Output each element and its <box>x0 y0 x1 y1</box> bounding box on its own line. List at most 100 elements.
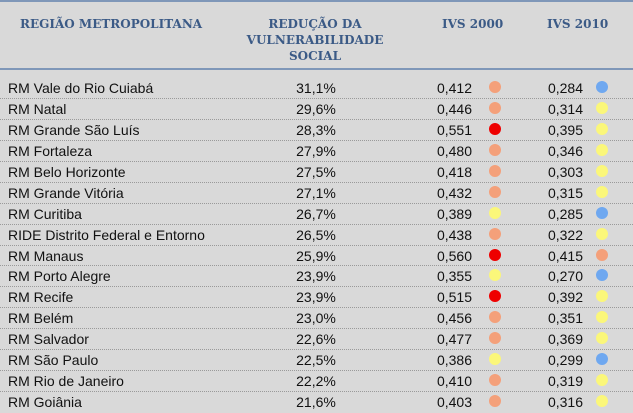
header-reduction-line: SOCIAL <box>288 49 342 63</box>
table-row: RM Fortaleza 27,9% 0,480 0,346 <box>0 141 633 162</box>
region-name: RM Belo Horizonte <box>8 163 126 180</box>
table-row: RM Belo Horizonte 27,5% 0,418 0,303 <box>0 162 633 183</box>
region-name: RM Fortaleza <box>8 142 93 159</box>
ivs2010-value: 0,369 <box>547 331 583 348</box>
region-name: RM Goiânia <box>8 394 82 411</box>
ivs2010-value: 0,270 <box>547 268 583 285</box>
table-row: RM Grande Vitória 27,1% 0,432 0,315 <box>0 183 633 204</box>
ivs2010-indicator-icon <box>596 374 608 387</box>
ivs2000-indicator-icon <box>489 101 501 114</box>
ivs2010-indicator-icon <box>596 143 608 156</box>
table-row: RIDE Distrito Federal e Entorno 26,5% 0,43… <box>0 225 633 246</box>
table-row: RM Natal 29,6% 0,446 0,314 <box>0 99 633 120</box>
region-name: RM Natal <box>8 100 67 117</box>
reduction-value: 23,9% <box>296 268 336 285</box>
ivs2010-value: 0,395 <box>547 121 583 138</box>
ivs2010-value: 0,319 <box>547 373 583 390</box>
ivs2010-indicator-icon <box>596 248 608 261</box>
ivs2010-indicator-icon <box>596 353 608 366</box>
region-name: RM Rio de Janeiro <box>8 373 124 390</box>
ivs2000-indicator-icon <box>489 206 501 219</box>
ivs2010-indicator-icon <box>596 185 608 198</box>
ivs2000-indicator-icon <box>489 353 501 366</box>
ivs2000-indicator-icon <box>489 374 501 387</box>
ivs2000-indicator-icon <box>489 311 501 324</box>
ivs2010-value: 0,303 <box>547 163 583 180</box>
table-row: RM Manaus 25,9% 0,560 0,415 <box>0 246 633 267</box>
ivs2010-value: 0,415 <box>547 247 583 264</box>
reduction-value: 27,9% <box>296 142 336 159</box>
ivs2000-value: 0,412 <box>436 80 472 96</box>
ivs2000-indicator-icon <box>489 248 501 261</box>
table-row: RM Grande São Luís 28,3% 0,551 0,395 <box>0 120 633 141</box>
table-body: RM Vale do Rio Cuiabá 31,1% 0,412 0,284 RM N… <box>0 78 633 413</box>
ivs2010-indicator-icon <box>596 269 608 282</box>
ivs2010-value: 0,351 <box>547 310 583 327</box>
reduction-value: 22,2% <box>296 373 336 390</box>
ivs2010-indicator-icon <box>596 311 608 324</box>
ivs2010-value: 0,299 <box>547 352 583 369</box>
region-name: RM Salvador <box>8 331 89 348</box>
header-ivs2010: IVS 2010 <box>547 17 609 31</box>
region-name: RIDE Distrito Federal e Entorno <box>8 226 205 243</box>
ivs2000-indicator-icon <box>489 227 501 240</box>
reduction-value: 27,1% <box>296 184 336 201</box>
table-row: RM Vale do Rio Cuiabá 31,1% 0,412 0,284 <box>0 78 633 99</box>
ivs2000-value: 0,410 <box>436 373 472 390</box>
reduction-value: 22,5% <box>296 352 336 369</box>
reduction-value: 27,5% <box>296 163 336 180</box>
ivs2010-value: 0,322 <box>547 226 583 243</box>
reduction-value: 28,3% <box>296 121 336 138</box>
ivs2000-value: 0,560 <box>436 247 472 264</box>
region-name: RM Porto Alegre <box>8 268 111 285</box>
ivs2010-indicator-icon <box>596 395 608 408</box>
table-row: RM São Paulo 22,5% 0,386 0,299 <box>0 350 633 372</box>
ivs2010-indicator-icon <box>596 206 608 219</box>
header-reduction-line: REDUÇÃO DA <box>268 17 362 31</box>
header-ivs2000: IVS 2000 <box>442 17 504 31</box>
ivs2010-indicator-icon <box>596 81 608 93</box>
ivs2000-value: 0,418 <box>436 163 472 180</box>
ivs2000-indicator-icon <box>489 164 501 177</box>
ivs2010-value: 0,392 <box>547 289 583 306</box>
region-name: RM Vale do Rio Cuiabá <box>8 80 154 96</box>
region-name: RM Belém <box>8 310 74 327</box>
region-name: RM Grande Vitória <box>8 184 124 201</box>
ivs2000-value: 0,403 <box>436 394 472 411</box>
ivs2000-indicator-icon <box>489 122 501 135</box>
reduction-value: 26,5% <box>296 226 336 243</box>
ivs2000-value: 0,477 <box>436 331 472 348</box>
table-row: RM Goiânia 21,6% 0,403 0,316 <box>0 392 633 413</box>
ivs2010-indicator-icon <box>596 290 608 303</box>
header-region: REGIÃO METROPOLITANA <box>20 17 203 31</box>
ivs2000-value: 0,480 <box>436 142 472 159</box>
ivs2000-indicator-icon <box>489 332 501 345</box>
reduction-value: 26,7% <box>296 205 336 222</box>
ivs2010-indicator-icon <box>596 164 608 177</box>
reduction-value: 21,6% <box>296 394 336 411</box>
reduction-value: 23,9% <box>296 289 336 306</box>
table-row: RM Rio de Janeiro 22,2% 0,410 0,319 <box>0 371 633 393</box>
reduction-value: 29,6% <box>296 100 336 117</box>
region-name: RM Manaus <box>8 247 84 264</box>
ivs2010-indicator-icon <box>596 332 608 345</box>
region-name: RM Recife <box>8 289 74 306</box>
ivs2010-value: 0,284 <box>547 80 583 96</box>
ivs2010-value: 0,316 <box>547 394 583 411</box>
header-reduction-line: VULNERABILIDADE <box>246 33 384 47</box>
ivs2000-value: 0,386 <box>436 352 472 369</box>
ivs2000-value: 0,355 <box>436 268 472 285</box>
reduction-value: 23,0% <box>296 310 336 327</box>
ivs2000-indicator-icon <box>489 395 501 408</box>
ivs2000-value: 0,446 <box>436 100 472 117</box>
ivs2010-indicator-icon <box>596 227 608 240</box>
ivs2010-value: 0,285 <box>547 205 583 222</box>
header-reduction: REDUÇÃO DA VULNERABILIDADE SOCIAL <box>240 16 390 64</box>
region-name: RM São Paulo <box>8 352 99 369</box>
ivs2000-indicator-icon <box>489 269 501 282</box>
ivs2000-indicator-icon <box>489 290 501 303</box>
ivs2010-indicator-icon <box>596 101 608 114</box>
table-header: REGIÃO METROPOLITANA REDUÇÃO DA VULNERAB… <box>0 2 633 70</box>
reduction-value: 31,1% <box>296 80 336 96</box>
